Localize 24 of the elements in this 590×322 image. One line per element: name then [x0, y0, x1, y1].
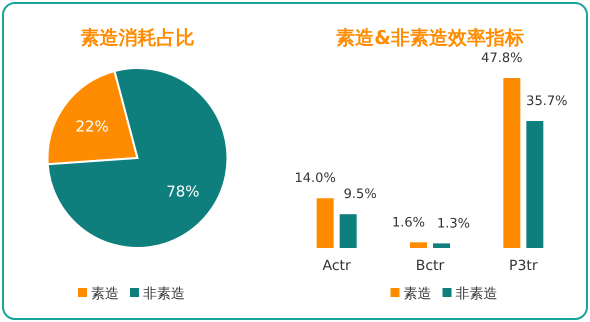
legend-label: 素造 [404, 286, 432, 302]
bar [526, 121, 544, 248]
data-label: 47.8% [481, 51, 522, 66]
bar [433, 243, 450, 248]
bar [503, 78, 520, 248]
x-tick-label: Actr [322, 258, 352, 274]
data-label: 1.6% [392, 215, 426, 230]
legend-label: 非素造 [143, 286, 185, 302]
data-label: 1.3% [436, 216, 470, 232]
chart-title: 素造消耗占比 [80, 27, 194, 49]
x-tick-label: Bctr [416, 258, 445, 274]
data-label: 9.5% [344, 187, 377, 202]
data-label: 78% [166, 182, 200, 200]
x-tick-label: P3tr [509, 258, 538, 274]
bar [316, 198, 334, 248]
data-label: 22% [75, 118, 109, 136]
bar [340, 214, 357, 248]
pie-slice [46, 67, 228, 249]
legend-label: 非素造 [456, 286, 498, 302]
data-label: 14.0% [294, 171, 336, 186]
chart-title: 素造&非素造效率指标 [336, 27, 524, 49]
data-label: 35.7% [526, 94, 568, 110]
bar [410, 242, 427, 248]
legend-label: 素造 [91, 286, 119, 302]
